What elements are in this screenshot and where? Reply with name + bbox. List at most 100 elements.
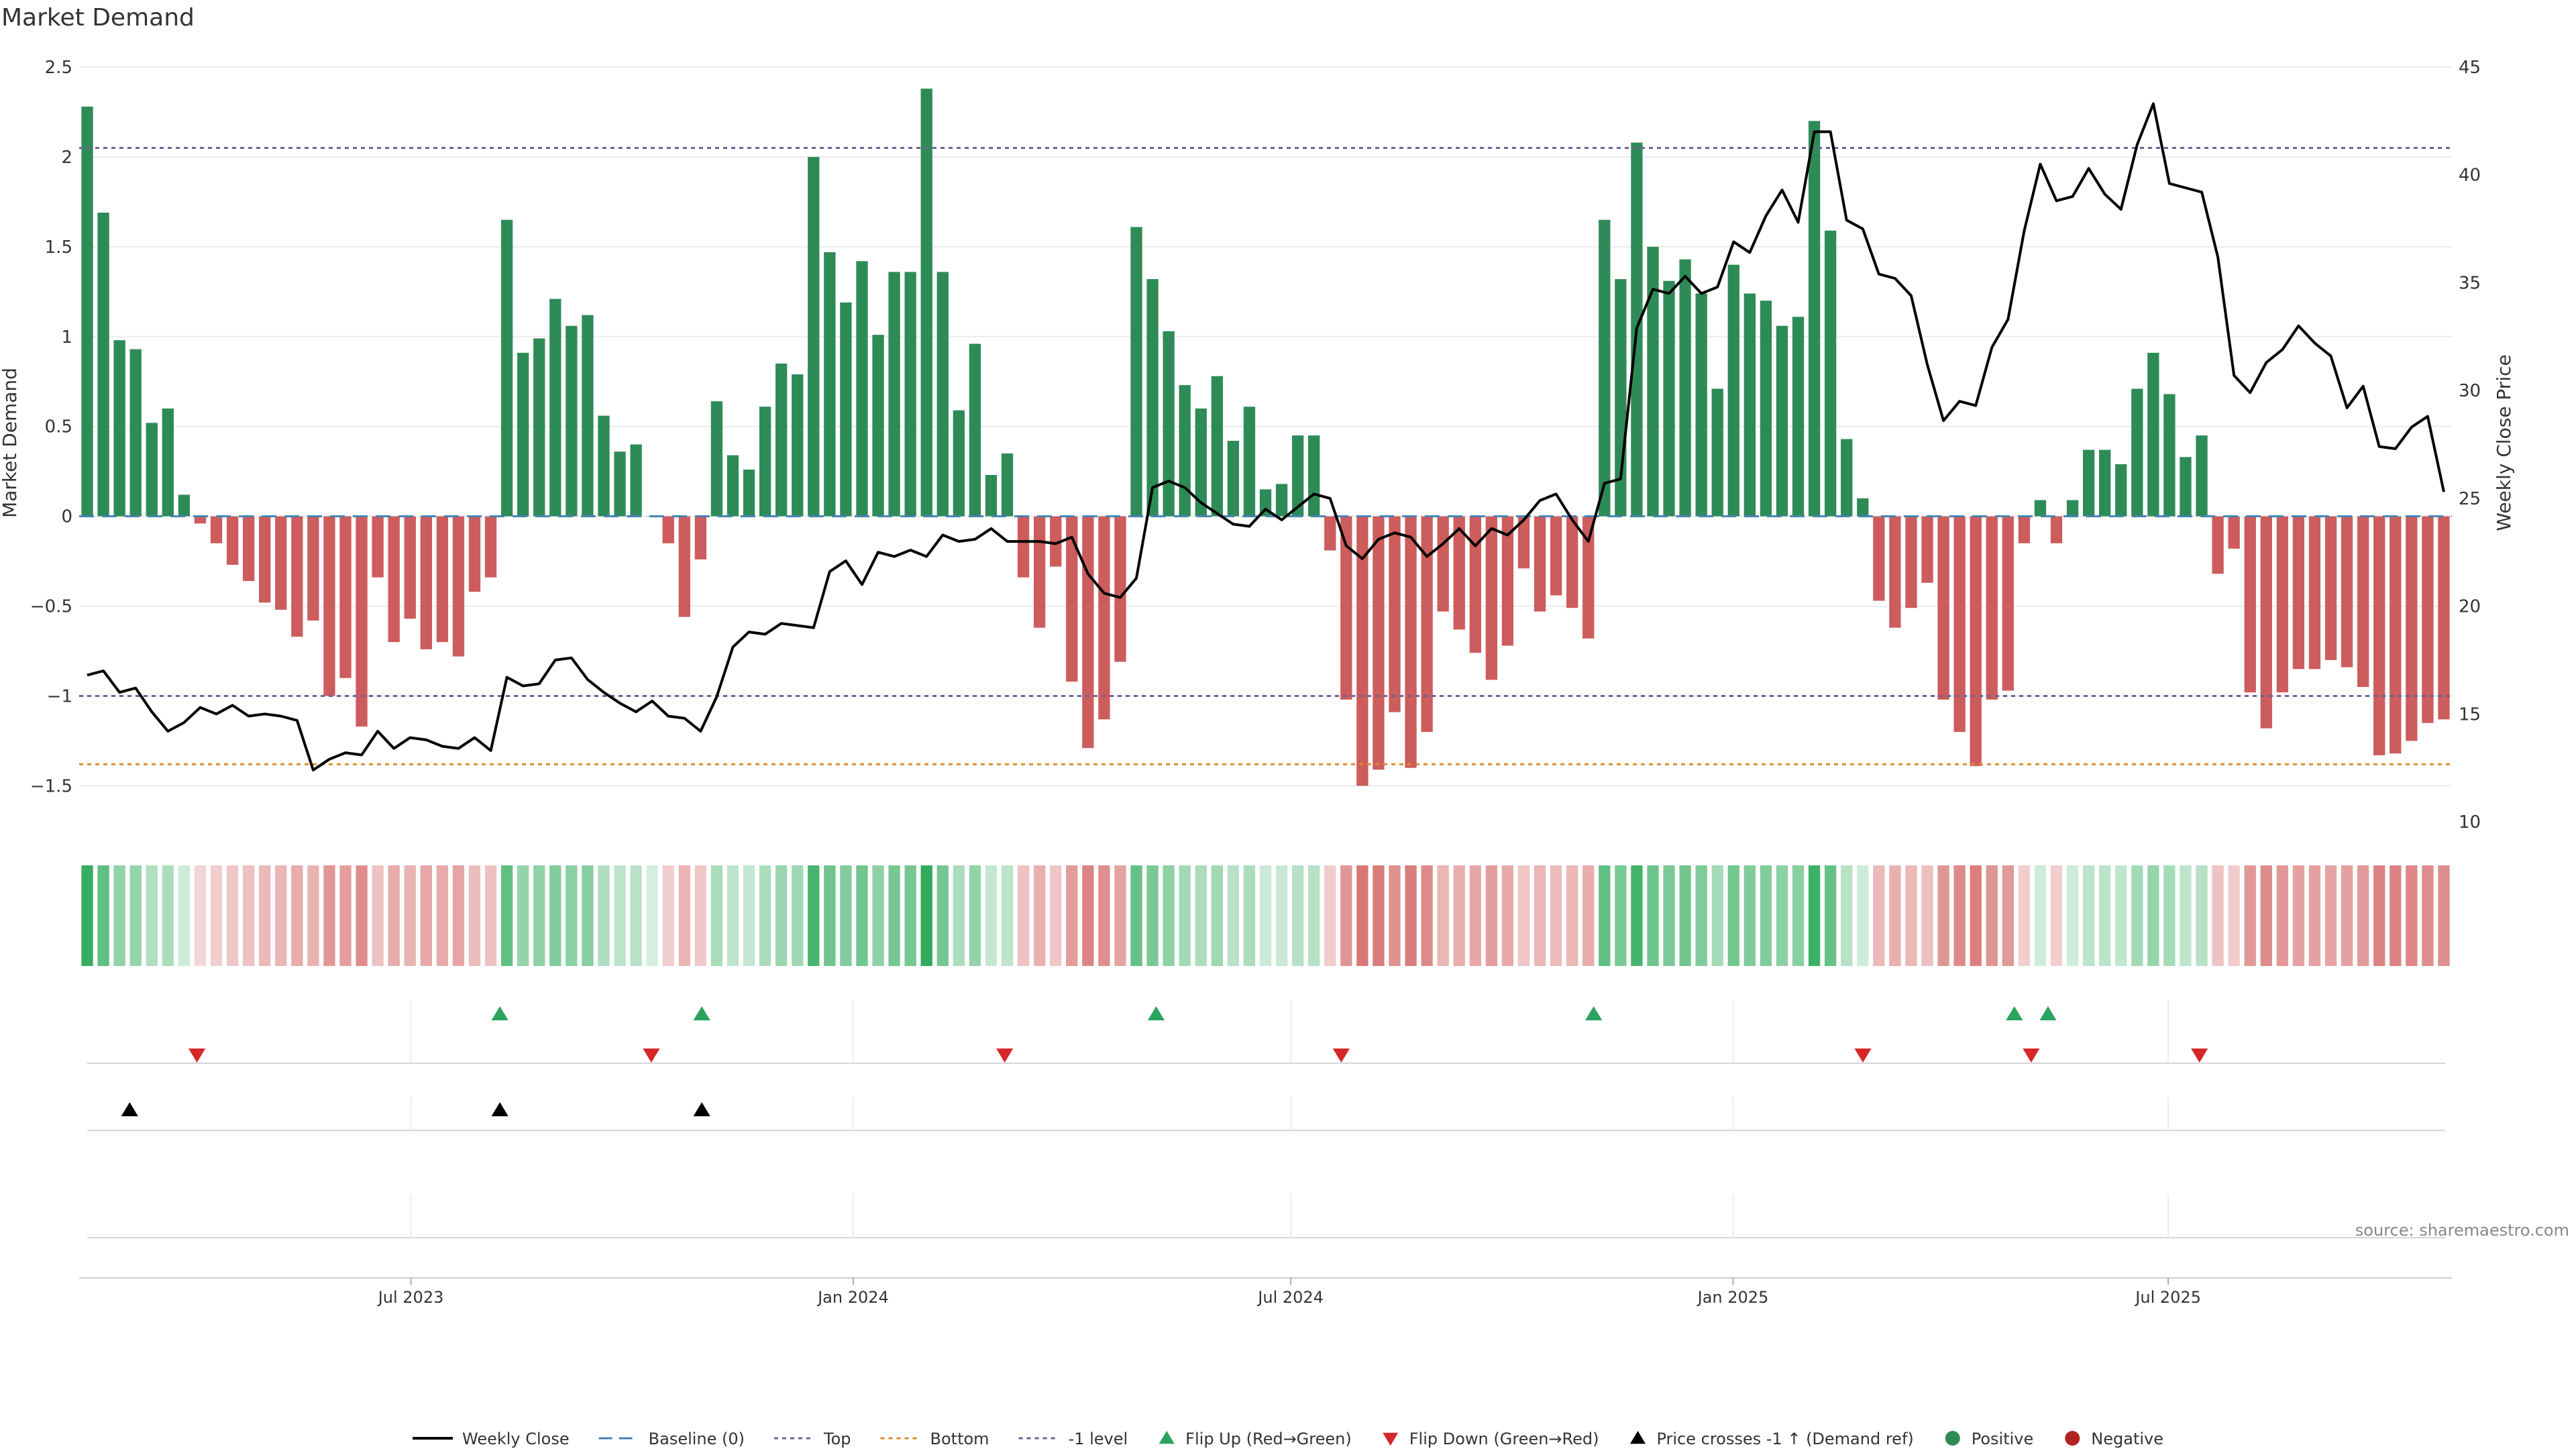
heat-cell bbox=[1179, 865, 1191, 966]
heat-cell bbox=[323, 865, 335, 966]
demand-bar bbox=[517, 352, 529, 517]
demand-bar bbox=[2406, 516, 2418, 741]
heat-cell bbox=[1631, 865, 1643, 966]
heat-cell bbox=[646, 865, 658, 966]
heat-cell bbox=[1517, 865, 1530, 966]
demand-bar bbox=[1695, 293, 1707, 517]
demand-bar bbox=[339, 516, 352, 678]
demand-bar bbox=[2308, 516, 2321, 669]
flip-up-marker bbox=[1147, 1006, 1165, 1020]
demand-bar bbox=[1275, 484, 1288, 517]
demand-bar bbox=[2324, 516, 2337, 660]
heat-cell bbox=[2244, 865, 2256, 966]
heat-cell bbox=[533, 865, 545, 966]
demand-bar bbox=[178, 494, 191, 517]
heat-cell bbox=[710, 865, 723, 966]
legend-swatch bbox=[1383, 1432, 1399, 1446]
flip-down-marker bbox=[1854, 1049, 1872, 1063]
demand-bar bbox=[404, 516, 416, 619]
legend-item: Flip Down (Green→Red) bbox=[1383, 1430, 1599, 1448]
heat-cell bbox=[2228, 865, 2240, 966]
demand-bar bbox=[1146, 279, 1159, 517]
demand-bar bbox=[1211, 376, 1223, 517]
demand-bar bbox=[2438, 516, 2450, 720]
heat-cell bbox=[2276, 865, 2289, 966]
heat-cell bbox=[936, 865, 949, 966]
heat-cell bbox=[824, 865, 836, 966]
right-tick-label: 10 bbox=[2459, 812, 2481, 833]
heat-cell bbox=[226, 865, 239, 966]
demand-bar bbox=[1130, 227, 1142, 517]
heat-cell bbox=[2082, 865, 2095, 966]
demand-bar bbox=[1647, 246, 1659, 517]
flip-up-marker bbox=[1585, 1006, 1603, 1020]
price-cross-marker bbox=[121, 1102, 138, 1116]
right-tick-label: 45 bbox=[2459, 58, 2481, 78]
demand-bar bbox=[662, 516, 674, 543]
heat-cell bbox=[1308, 865, 1320, 966]
demand-bar bbox=[1082, 516, 1094, 749]
heat-cell bbox=[1227, 865, 1240, 966]
demand-bar bbox=[242, 516, 255, 582]
demand-bar bbox=[2018, 516, 2031, 543]
demand-bar bbox=[808, 156, 820, 517]
demand-bar bbox=[1324, 516, 1336, 551]
heat-cell bbox=[598, 865, 610, 966]
demand-bar bbox=[920, 89, 932, 517]
legend-item: Negative bbox=[2065, 1430, 2163, 1448]
demand-bar bbox=[97, 212, 109, 517]
heat-cell bbox=[2018, 865, 2031, 966]
demand-bar bbox=[1356, 516, 1368, 786]
demand-bar bbox=[1905, 516, 1917, 608]
heat-cell bbox=[178, 865, 191, 966]
weekly-close-line bbox=[87, 102, 2445, 771]
demand-bar bbox=[2244, 516, 2256, 693]
demand-bar bbox=[372, 516, 384, 578]
heat-cell bbox=[1243, 865, 1256, 966]
heat-cell bbox=[1889, 865, 1901, 966]
legend-label: Bottom bbox=[930, 1430, 989, 1448]
heat-cell bbox=[242, 865, 255, 966]
demand-bar bbox=[1808, 121, 1821, 517]
reference-lines bbox=[79, 147, 2452, 765]
demand-bar bbox=[1599, 219, 1611, 517]
flip-down-marker bbox=[188, 1049, 206, 1063]
demand-bar bbox=[1857, 498, 1869, 517]
heat-cell bbox=[339, 865, 352, 966]
demand-bar bbox=[710, 401, 723, 517]
heat-cell bbox=[1695, 865, 1707, 966]
demand-bar bbox=[1663, 280, 1675, 517]
demand-bar bbox=[420, 516, 432, 649]
heat-cell bbox=[1663, 865, 1675, 966]
demand-bar bbox=[1550, 516, 1562, 596]
left-tick-label: −1 bbox=[47, 687, 72, 707]
demand-bar bbox=[452, 516, 465, 657]
x-tick-label: Jul 2024 bbox=[1256, 1288, 1324, 1307]
demand-bar bbox=[1114, 516, 1126, 662]
heat-cell bbox=[1130, 865, 1142, 966]
demand-bar bbox=[630, 444, 642, 517]
heat-cell bbox=[1340, 865, 1352, 966]
heat-cell bbox=[291, 865, 303, 966]
flip-up-marker bbox=[491, 1006, 508, 1020]
heat-cell bbox=[1437, 865, 1449, 966]
demand-bar bbox=[904, 272, 916, 517]
demand-bar bbox=[1743, 293, 1756, 517]
heat-cell bbox=[388, 865, 400, 966]
demand-bar bbox=[146, 423, 158, 517]
demand-bar bbox=[1582, 516, 1595, 639]
demand-bar bbox=[1179, 385, 1191, 517]
heat-cell bbox=[1050, 865, 1062, 966]
heat-cell bbox=[1405, 865, 1417, 966]
demand-bar bbox=[1389, 516, 1401, 712]
heat-cell bbox=[2147, 865, 2159, 966]
heat-cell bbox=[856, 865, 868, 966]
heat-cell bbox=[1324, 865, 1336, 966]
heat-cell bbox=[372, 865, 384, 966]
heat-cell bbox=[1211, 865, 1223, 966]
heat-cell bbox=[1760, 865, 1772, 966]
heat-cell bbox=[81, 865, 93, 966]
demand-bar bbox=[1501, 516, 1514, 646]
heat-cell bbox=[1792, 865, 1805, 966]
